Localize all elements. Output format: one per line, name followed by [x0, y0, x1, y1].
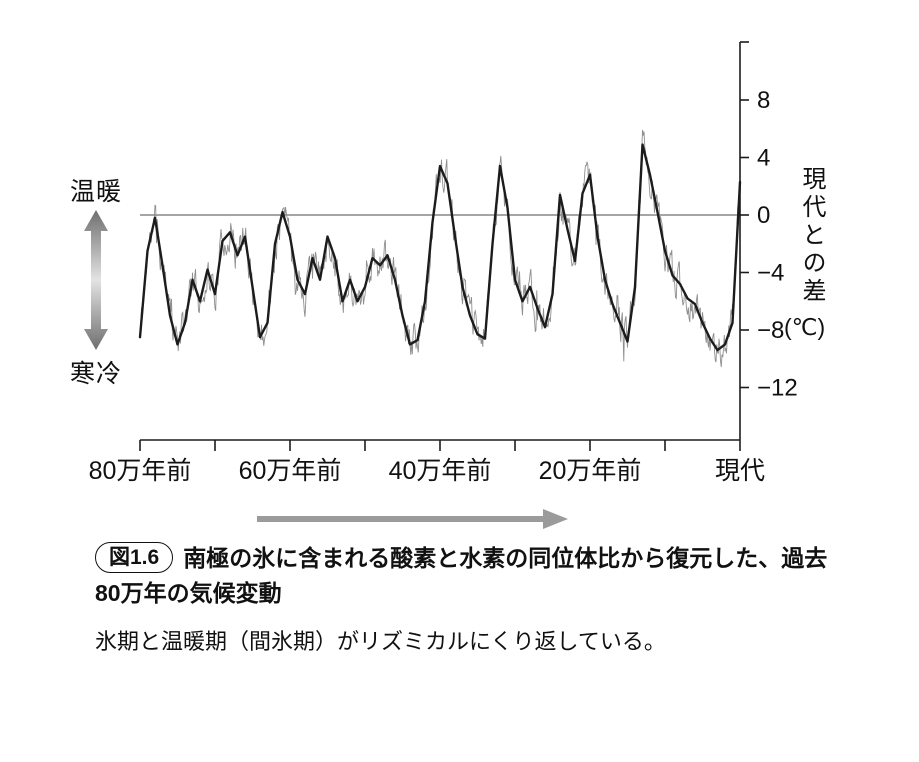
y-tick-label: −8 [757, 317, 784, 344]
right-axis-unit: (℃) [784, 314, 826, 340]
y-tick-label: −12 [757, 375, 798, 402]
y-tick-label: −4 [757, 260, 784, 287]
x-tick-label: 20万年前 [539, 457, 642, 485]
right-axis-title: 現代との差 [798, 166, 825, 306]
y-tick-label: 4 [757, 145, 770, 172]
x-tick-label: 現代 [715, 457, 765, 485]
caption-title: 南極の氷に含まれる酸素と水素の同位体比から復元した、過去80万年の気候変動 [95, 545, 828, 606]
figure-tag: 図1.6 [95, 542, 174, 573]
cold-label: 寒冷 [70, 360, 123, 388]
warm-cold-gradient-arrow [84, 210, 108, 350]
climate-chart: 8 4 0 −4 −8 −12 80万年前 60万年前 40万年前 20万年前 現代 [84, 41, 798, 529]
y-tick-label: 0 [757, 202, 770, 229]
x-tick-label: 80万年前 [89, 457, 192, 485]
caption-body: 氷期と温暖期（間氷期）がリズミカルにくり返している。 [95, 629, 666, 654]
y-tick-label: 8 [757, 87, 770, 114]
warm-label: 温暖 [70, 178, 123, 206]
caption-block: 図1.6 南極の氷に含まれる酸素と水素の同位体比から復元した、過去80万年の気候変… [95, 541, 837, 658]
smoothed-temperature-line [138, 143, 742, 352]
time-direction-arrow-head [543, 509, 568, 529]
x-tick-label: 40万年前 [389, 457, 492, 485]
x-tick-label: 60万年前 [239, 457, 342, 485]
caption-title-line: 図1.6 南極の氷に含まれる酸素と水素の同位体比から復元した、過去80万年の気候変… [95, 541, 837, 611]
